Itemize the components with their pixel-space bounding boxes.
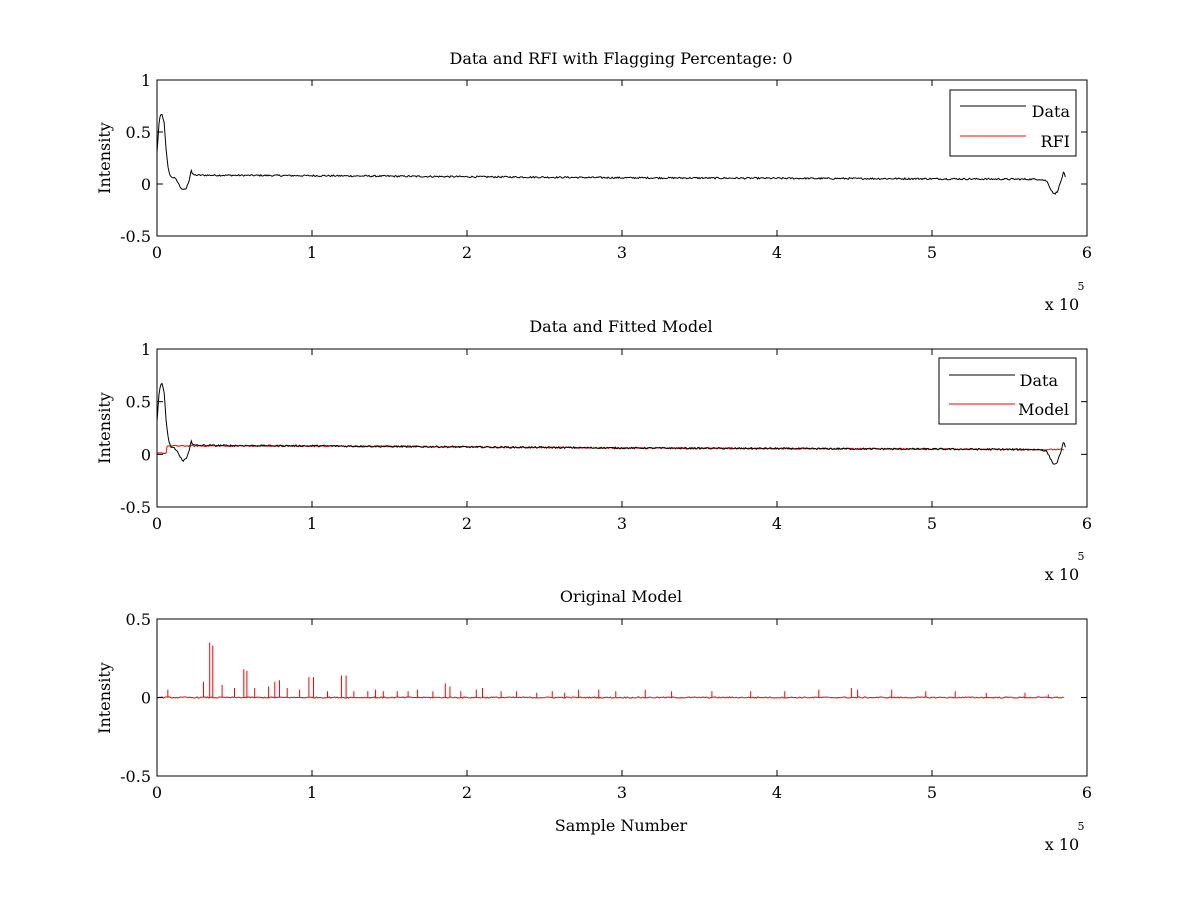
panel-3-xtick-label-6: 6 <box>1082 783 1092 802</box>
panel-3-ytick-label-2: 0.5 <box>126 610 151 629</box>
panel-2-xtick-label-5: 5 <box>927 514 937 533</box>
panel-2-legend-box <box>938 357 1077 425</box>
panel-3-series-group <box>157 642 1064 699</box>
panel-2-xtick-label-6: 6 <box>1082 514 1092 533</box>
panel-1-ytick-label-0: -0.5 <box>120 227 151 246</box>
panel-1-xtick-label-3: 3 <box>617 243 627 262</box>
panel-2-xtick-label-1: 1 <box>307 514 317 533</box>
panel-1-x-exponent-power: 5 <box>1078 280 1085 293</box>
panel-3-ytick-label-0: -0.5 <box>120 767 151 786</box>
panel-1-legend: Data RFI <box>949 89 1077 157</box>
panel-2-xtick-label-2: 2 <box>462 514 472 533</box>
panel-1-x-exponent-base: x 10 <box>1045 295 1079 314</box>
panel-2-legend-data-label: Data <box>1020 371 1059 390</box>
panel-3-xtick-label-2: 2 <box>462 783 472 802</box>
panel-3-xlabel: Sample Number <box>555 816 688 835</box>
panel-1-ytick-label-3: 1 <box>141 71 151 90</box>
panel-1-ylabel: Intensity <box>95 122 114 194</box>
panel-1-legend-box <box>949 89 1077 157</box>
panel-2-ylabel: Intensity <box>95 392 114 464</box>
panel-1-legend-data-label: Data <box>1032 102 1071 121</box>
panel-3-x-exponent-power: 5 <box>1078 820 1085 833</box>
panel-3-xtick-label-3: 3 <box>617 783 627 802</box>
panel-3-model-baseline <box>157 696 1064 699</box>
panel-2-xtick-label-4: 4 <box>772 514 782 533</box>
panel-3-xtick-label-5: 5 <box>927 783 937 802</box>
panel-1-xtick-label-5: 5 <box>927 243 937 262</box>
panel-1-xtick-label-1: 1 <box>307 243 317 262</box>
panel-2-xtick-label-3: 3 <box>617 514 627 533</box>
panel-1-ytick-label-1: 0 <box>141 175 151 194</box>
panel-1-xtick-label-2: 2 <box>462 243 472 262</box>
panel-3-ytick-label-1: 0 <box>141 689 151 708</box>
panel-2-xtick-label-0: 0 <box>152 514 162 533</box>
panel-3-xtick-label-4: 4 <box>772 783 782 802</box>
panel-1-xtick-label-6: 6 <box>1082 243 1092 262</box>
panel-1-legend-rfi-label: RFI <box>1041 132 1070 151</box>
panel-3-plot-area: 0 1 2 3 4 5 6-0.500.5 <box>120 610 1092 802</box>
panel-1-series-group <box>157 113 1066 195</box>
panel-2-series-group <box>157 382 1066 465</box>
panel-1-title: Data and RFI with Flagging Percentage: 0 <box>449 49 792 68</box>
panel-2-title: Data and Fitted Model <box>529 317 712 336</box>
panel-2-legend: Data Model <box>938 357 1077 425</box>
panel-1-ytick-label-2: 0.5 <box>126 123 151 142</box>
panel-2-ytick-label-0: -0.5 <box>120 498 151 517</box>
panel-3-ylabel: Intensity <box>95 662 114 734</box>
panel-2-legend-model-label: Model <box>1018 400 1069 419</box>
panel-2: Data and Fitted Model Intensity 0 1 2 3 4 5 6 -… <box>95 317 1092 584</box>
panel-2-ytick-label-1: 0 <box>141 445 151 464</box>
panel-1-plot-area: 0 1 2 3 4 5 6-0.500.51 <box>120 71 1092 262</box>
panel-2-ytick-label-2: 0.5 <box>126 393 151 412</box>
panel-3-xtick-label-0: 0 <box>152 783 162 802</box>
panel-1-xtick-label-0: 0 <box>152 243 162 262</box>
panel-3-xtick-label-1: 1 <box>307 783 317 802</box>
panel-3: Original Model Intensity 0 1 2 3 4 5 6-0.500.5… <box>95 587 1092 854</box>
panel-2-plot-area: 0 1 2 3 4 5 6-0.500.51 <box>120 340 1092 533</box>
panel-1-xtick-label-4: 4 <box>772 243 782 262</box>
panel-2-x-exponent-power: 5 <box>1078 550 1085 563</box>
panel-2-data-line <box>157 382 1066 465</box>
panel-2-x-exponent-base: x 10 <box>1045 565 1079 584</box>
panel-3-x-exponent-base: x 10 <box>1045 835 1079 854</box>
panel-1-data-line <box>157 113 1066 195</box>
panel-3-title: Original Model <box>560 587 682 606</box>
panel-1: Data and RFI with Flagging Percentage: 0… <box>95 49 1092 314</box>
panel-2-ytick-label-3: 1 <box>141 340 151 359</box>
